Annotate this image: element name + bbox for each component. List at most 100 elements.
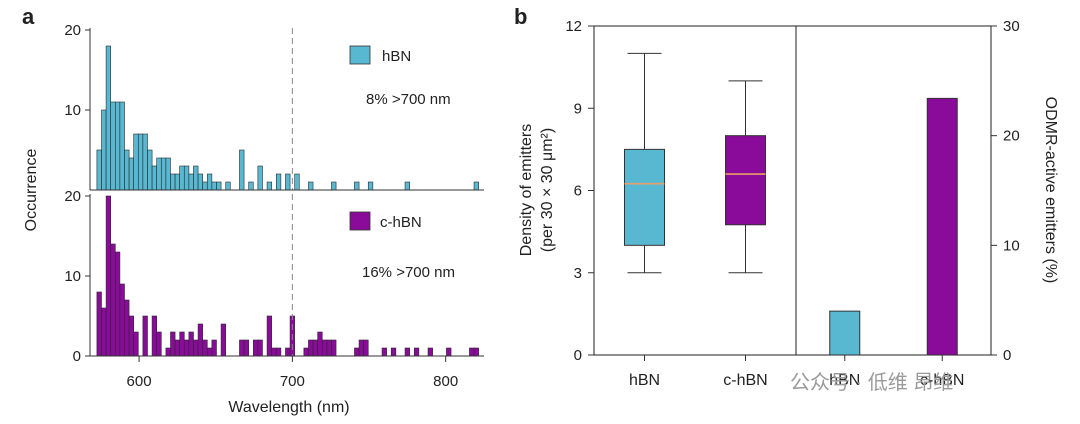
histogram-bar (188, 173, 194, 191)
histogram-bar (206, 173, 213, 191)
histogram-bar (413, 347, 420, 357)
histogram-bar (285, 347, 291, 357)
histogram-bar (179, 331, 185, 357)
panel-b: b Density of emitters (per 30 × 30 μm²) … (514, 4, 1059, 389)
histogram-bar (252, 339, 259, 357)
histogram-bar (147, 149, 153, 191)
legend-chbn-swatch (349, 211, 371, 231)
histogram-bar (211, 339, 217, 357)
histogram-bar (101, 109, 107, 191)
histogram-bar (151, 315, 157, 357)
box-iqr (725, 135, 766, 226)
histogram-bar (275, 173, 282, 191)
legend-hbn-swatch (349, 45, 371, 65)
x-tick-label: c-hBN (723, 372, 767, 389)
histogram-bar (133, 133, 139, 191)
histogram-bar (142, 315, 148, 357)
histogram-bar (119, 101, 125, 191)
y-tick-label: 20 (64, 22, 81, 39)
histogram-bar (115, 251, 121, 357)
annotation-hbn-percent: 8% >700 nm (366, 91, 451, 108)
histogram-bar (197, 173, 203, 191)
histogram-bar (469, 347, 475, 357)
x-tick-label: hBN (829, 372, 860, 389)
panel-b-axes: 0 3 6 9 12 0 10 20 30 (565, 18, 1019, 364)
histogram-bar (183, 165, 190, 191)
histogram-hbn (96, 45, 479, 191)
histogram-bar (188, 331, 194, 357)
x-tick-label: 800 (433, 373, 458, 390)
panel-a-x-axis-label: Wavelength (nm) (228, 399, 349, 416)
histogram-bar (239, 339, 245, 357)
panel-a-x-ticks: 600 700 800 (127, 356, 458, 390)
odmr-bar (926, 97, 958, 356)
panel-b-label: b (514, 4, 527, 29)
left-y-tick-label: 3 (574, 265, 582, 282)
histogram-bar (211, 181, 217, 191)
y-tick-label: 10 (64, 102, 81, 119)
x-tick-label: hBN (629, 372, 660, 389)
histogram-bar (363, 339, 369, 357)
histogram-bar (137, 133, 144, 191)
histogram-bar (142, 133, 148, 191)
histogram-bar (308, 339, 314, 357)
histogram-bar (257, 165, 263, 191)
histogram-bar (193, 339, 199, 357)
histogram-bar (331, 181, 337, 191)
right-y-tick-label: 20 (1003, 128, 1020, 145)
density-boxplots: hBN c-hBN (624, 52, 768, 389)
histogram-bar (257, 339, 263, 357)
histogram-bar (193, 165, 199, 191)
box-iqr (624, 148, 665, 246)
histogram-bar (404, 181, 410, 191)
histogram-bar (133, 331, 139, 357)
histogram-bar (473, 347, 479, 357)
left-y-tick-label: 12 (565, 18, 582, 35)
histogram-bar (266, 181, 272, 191)
histogram-bar (354, 347, 360, 357)
left-y-tick-label: 9 (574, 100, 582, 117)
odmr-bars: hBN c-hBN (829, 97, 964, 389)
histogram-bar (160, 157, 167, 191)
histogram-bar (156, 331, 162, 357)
histogram-bar (404, 347, 410, 357)
histogram-bar (124, 299, 130, 357)
histogram-bar (170, 173, 176, 191)
histogram-bar (183, 339, 190, 357)
histogram-bar (105, 195, 111, 357)
panel-b-right-y-axis-label: ODMR-active emitters (%) (1042, 97, 1059, 284)
panel-a-histogram: a Occurrence Wavelength (nm) 10 20 0 10 20 6… (22, 4, 484, 416)
histogram-bar (326, 339, 332, 357)
histogram-bar (317, 331, 323, 357)
histogram-bar (128, 315, 134, 357)
histogram-bar (446, 347, 452, 357)
legend-hbn: hBN (349, 45, 411, 65)
y-tick-label: 10 (64, 268, 81, 285)
histogram-bar (321, 339, 328, 357)
histogram-bar (156, 157, 162, 191)
histogram-bar (105, 45, 111, 191)
x-tick-label: 700 (280, 373, 305, 390)
histogram-bar (243, 339, 249, 357)
histogram-bar (367, 181, 374, 191)
left-y-tick-label: 6 (574, 183, 582, 200)
histogram-bar (206, 347, 213, 357)
histogram-bar (119, 283, 125, 357)
histogram-bar (239, 149, 245, 191)
histogram-bar (202, 339, 208, 357)
histogram-bar (225, 181, 231, 191)
annotation-chbn-percent: 16% >700 nm (362, 264, 455, 281)
panel-b-left-y-axis-label-line2: (per 30 × 30 μm²) (539, 128, 556, 252)
histogram-bar (96, 291, 102, 357)
histogram-bar (110, 243, 116, 357)
histogram-bar (202, 181, 208, 191)
histogram-bar (285, 173, 291, 191)
x-tick-label: c-hBN (920, 372, 964, 389)
histogram-bar (220, 323, 226, 357)
histogram-bar (303, 347, 309, 357)
panel-a-y-axis-label: Occurrence (23, 149, 40, 232)
legend-chbn-label: c-hBN (380, 214, 422, 231)
legend-chbn: c-hBN (349, 211, 422, 231)
histogram-bar (331, 339, 337, 357)
histogram-bar (312, 339, 318, 357)
